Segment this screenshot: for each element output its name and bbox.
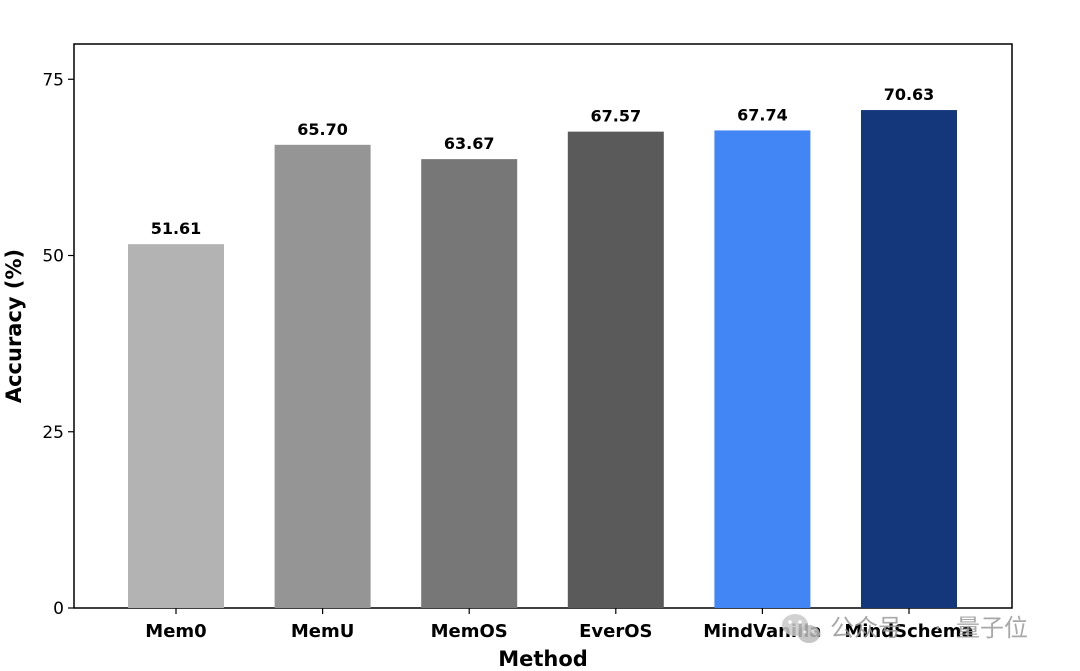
watermark-text-2: 量子位 (956, 614, 1028, 642)
value-label: 70.63 (884, 85, 935, 104)
watermark-text-1: 公众号 (830, 614, 902, 642)
value-labels: 51.61 65.70 63.67 67.57 67.74 70.63 (151, 85, 935, 238)
category-label: Mem0 (145, 621, 206, 642)
bar-memos (421, 159, 518, 608)
category-label: EverOS (579, 621, 652, 642)
category-labels: Mem0 MemU MemOS EverOS MindVanilla MindSchema (145, 608, 974, 642)
value-label: 67.57 (590, 107, 641, 126)
y-tick-label: 75 (42, 70, 64, 90)
value-label: 65.70 (297, 120, 348, 139)
bar-everos (567, 131, 664, 608)
y-tick-label: 25 (42, 423, 64, 443)
category-label: MindSchema (844, 621, 973, 642)
y-tick-label: 0 (53, 599, 64, 619)
value-label: 67.74 (737, 105, 788, 124)
watermark: 公众号 · 量子位 (782, 614, 1028, 643)
x-axis-title: Method (498, 647, 588, 671)
bar-mindvanilla (714, 130, 811, 609)
wechat-icon (782, 614, 820, 643)
bar-mindschema (861, 110, 957, 608)
category-label: MemOS (431, 621, 508, 642)
value-label: 63.67 (444, 134, 495, 153)
y-axis-ticks: 0 25 50 75 (42, 70, 74, 619)
value-label: 51.61 (151, 219, 202, 238)
bar-memu (274, 144, 371, 608)
category-label: MemU (291, 621, 355, 642)
plot-frame (73, 43, 1013, 609)
watermark-separator: · (934, 614, 942, 642)
y-tick-label: 50 (42, 247, 64, 267)
bar-mem0 (128, 244, 224, 608)
bars (128, 110, 957, 609)
y-axis-title: Accuracy (%) (2, 249, 26, 403)
